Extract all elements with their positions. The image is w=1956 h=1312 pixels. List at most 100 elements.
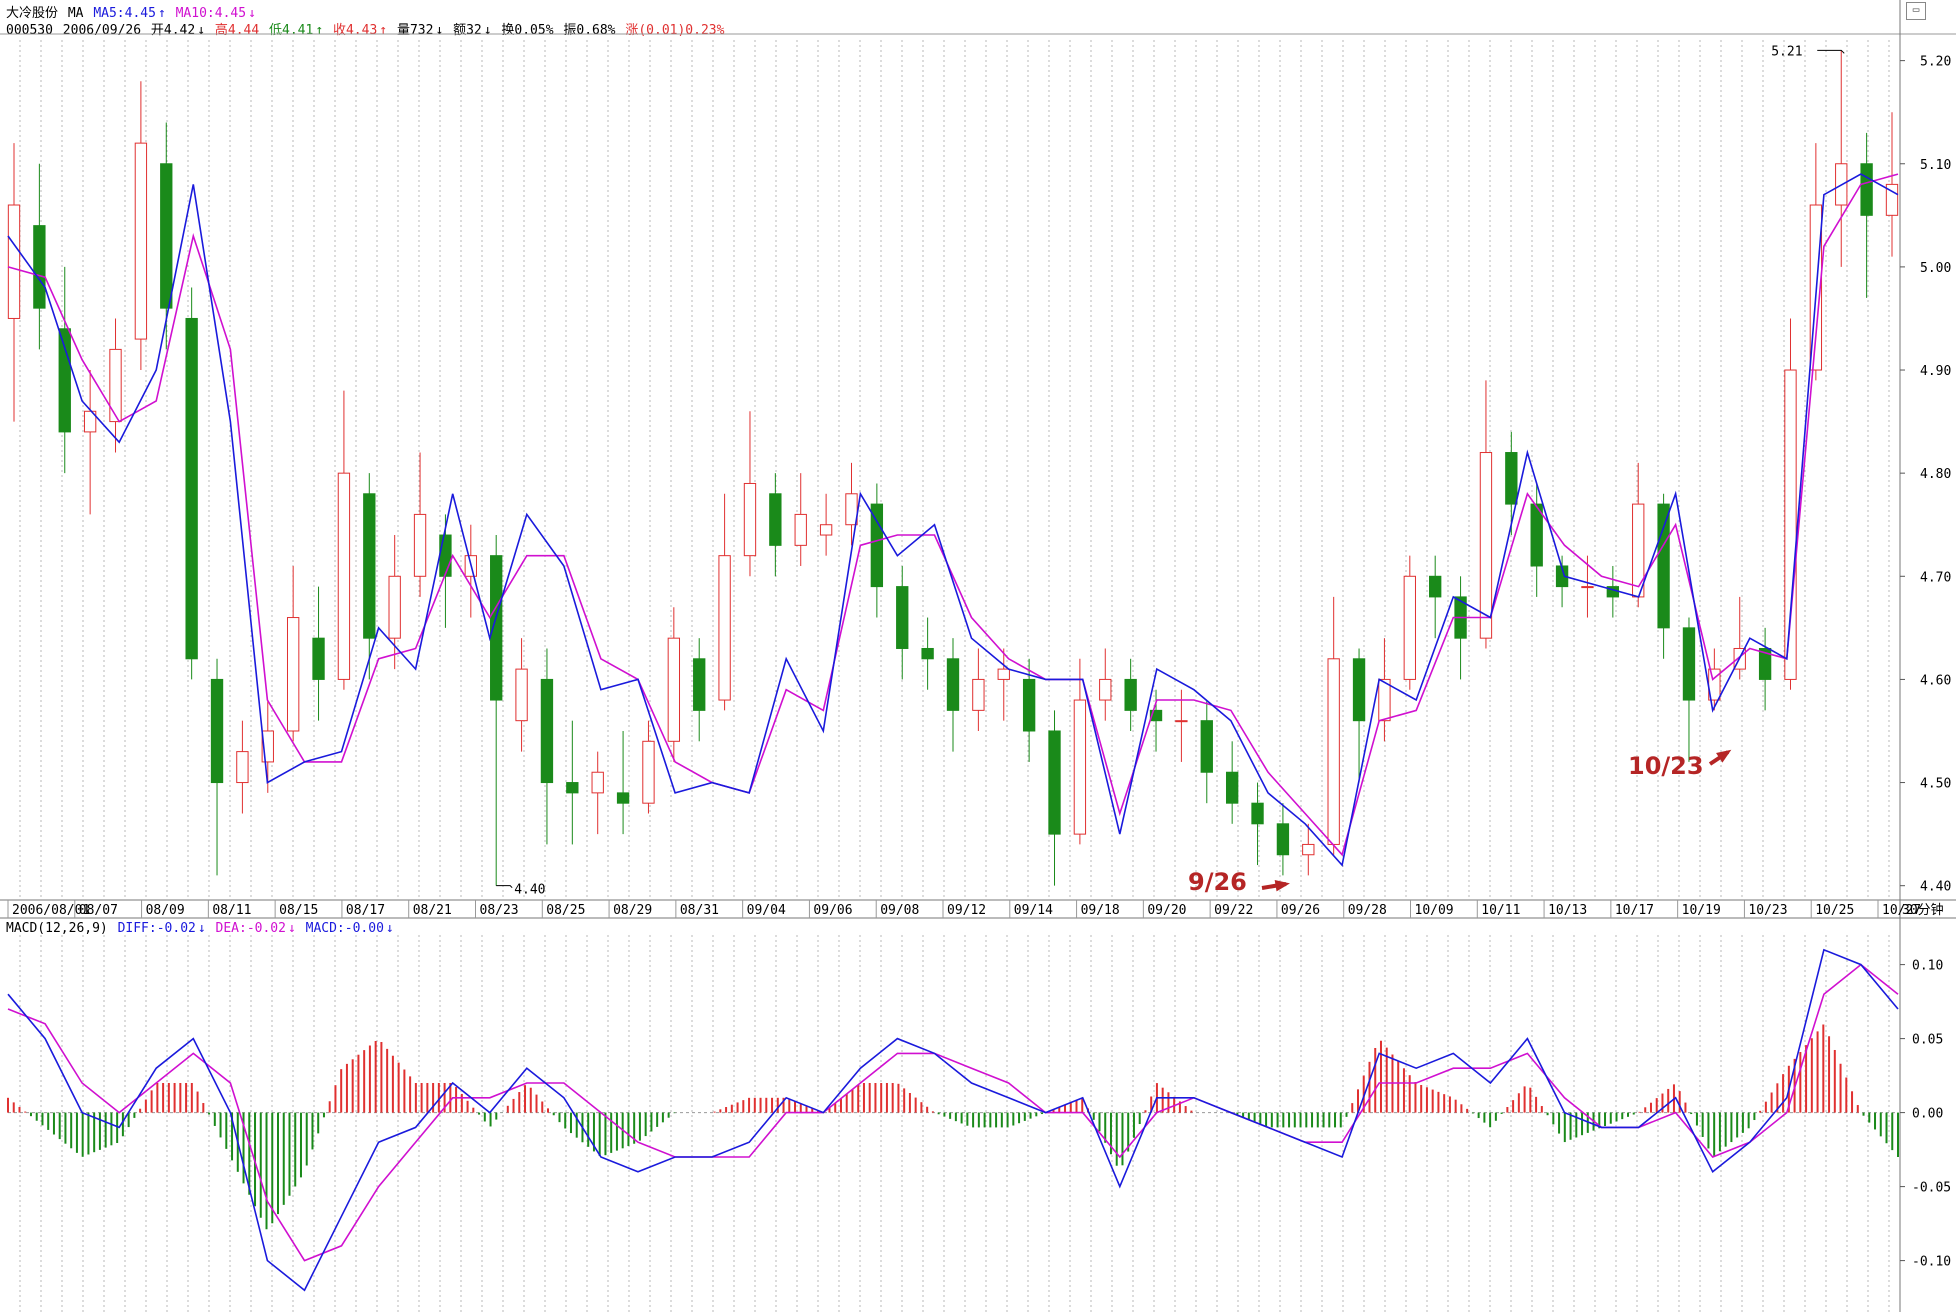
- candle-body: [1124, 678, 1137, 711]
- candle-body: [160, 163, 173, 309]
- price-tick-label: 5.00: [1920, 261, 1951, 276]
- price-tick-label: 4.90: [1920, 364, 1951, 379]
- candle-body: [1860, 163, 1873, 216]
- candle-body: [1352, 658, 1366, 722]
- candle-body: [1885, 183, 1899, 216]
- date-tick-label: 09/12: [947, 903, 986, 918]
- date-tick-label: 09/06: [813, 903, 852, 918]
- candle-body: [1022, 678, 1036, 732]
- macd-tick-label: 0.05: [1912, 1033, 1943, 1048]
- candle-body: [616, 792, 630, 804]
- annotation-layer: 4.40 5.21: [496, 44, 1845, 898]
- candle-body: [312, 637, 325, 680]
- date-tick-label: 09/20: [1147, 903, 1186, 918]
- candle-body: [1378, 678, 1391, 722]
- annotation-date-label: 10/23: [1628, 752, 1704, 780]
- ma10-line: [7, 173, 1899, 857]
- date-tick-label: 10/27: [1882, 903, 1921, 918]
- price-tick-label: 5.20: [1920, 55, 1951, 70]
- down-arrow-icon: ↓: [385, 921, 394, 936]
- date-tick-label: 10/17: [1615, 903, 1654, 918]
- up-arrow-icon: ↑: [379, 23, 388, 38]
- down-arrow-icon: ↓: [435, 23, 444, 38]
- price-tick-label: 4.70: [1920, 570, 1951, 585]
- candle-body: [236, 751, 249, 784]
- candle-body: [83, 410, 97, 433]
- ma10-value: MA10:4.45: [175, 6, 247, 21]
- date-tick-label: 09/22: [1214, 903, 1253, 918]
- candle-body: [693, 658, 706, 711]
- period-label: 30分钟: [1902, 902, 1944, 918]
- annotation-arrow-head: [1274, 880, 1290, 892]
- date-tick-label: 08/07: [79, 903, 118, 918]
- macd-series: [7, 948, 1899, 1292]
- candle-body: [439, 534, 452, 577]
- candle-body: [946, 658, 960, 711]
- macd-tick-label: -0.05: [1912, 1181, 1951, 1196]
- date-tick-label: 08/31: [680, 903, 719, 918]
- moving-average-series: [7, 173, 1899, 867]
- candle-body: [566, 782, 579, 794]
- low-marker-label: 4.40: [514, 883, 545, 898]
- macd-value: MACD:-0.00: [305, 921, 384, 936]
- ma5-value: MA5:4.45: [93, 6, 156, 21]
- candle-body: [1327, 658, 1340, 845]
- candle-body: [1758, 647, 1772, 680]
- macd-tick-label: -0.10: [1912, 1255, 1951, 1270]
- date-tick-label: 10/09: [1415, 903, 1454, 918]
- date-tick-label: 09/14: [1014, 903, 1053, 918]
- candle-body: [1530, 503, 1543, 567]
- candle-body: [1682, 627, 1696, 701]
- candle-body: [413, 513, 427, 577]
- down-arrow-icon: ↓: [483, 23, 492, 38]
- high-marker-line: [1817, 49, 1845, 54]
- candlestick-series: [7, 50, 1899, 886]
- candle-body: [490, 555, 503, 701]
- candle-body: [1657, 503, 1670, 629]
- candle-body: [921, 647, 934, 660]
- candle-body: [210, 678, 224, 784]
- date-tick-label: 10/23: [1748, 903, 1787, 918]
- candle-body: [1429, 575, 1442, 598]
- macd-tick-label: 0.10: [1912, 959, 1943, 974]
- date-tick-label: 10/11: [1481, 903, 1520, 918]
- candle-body: [743, 482, 757, 557]
- candle-body: [845, 493, 858, 526]
- ma5-arrow-icon: ↑: [157, 6, 166, 21]
- date-tick-label: 09/04: [747, 903, 786, 918]
- chart-toggle-icon[interactable]: ▭: [1906, 2, 1926, 20]
- down-arrow-icon: ↓: [197, 23, 206, 38]
- candle-body: [1149, 709, 1163, 722]
- candle-body: [7, 204, 21, 319]
- date-tick-label: 10/13: [1548, 903, 1587, 918]
- candle-body: [1302, 843, 1315, 856]
- down-arrow-icon: ↓: [287, 921, 296, 936]
- diff-line: [7, 948, 1899, 1292]
- ma5-line: [7, 173, 1899, 867]
- candle-body: [972, 678, 985, 711]
- candle-body: [134, 142, 148, 340]
- candle-body: [591, 771, 604, 794]
- annotation-arrow-head: [1716, 749, 1732, 763]
- date-tick-label: 2006/08/01: [12, 903, 90, 918]
- ma10-arrow-icon: ↓: [248, 6, 256, 21]
- date-tick-label: 10/25: [1815, 903, 1854, 918]
- date-tick-label: 09/26: [1281, 903, 1320, 918]
- date-tick-label: 08/17: [346, 903, 385, 918]
- candle-body: [1175, 720, 1188, 723]
- dea-value: DEA:-0.02: [215, 921, 286, 936]
- candle-body: [1048, 730, 1061, 835]
- axis-layer: 5.20 5.10 5.00 4.90 4.80 4.70 4.60 4.50 4.40 0.10…: [7, 55, 1951, 1270]
- candle-body: [337, 472, 351, 680]
- date-tick-label: 08/09: [146, 903, 185, 918]
- candle-body: [286, 617, 300, 732]
- candle-body: [185, 317, 198, 660]
- candle-body: [1251, 802, 1264, 825]
- price-tick-label: 4.80: [1920, 467, 1951, 482]
- candle-body: [1073, 699, 1087, 835]
- ma-title: MA: [67, 6, 84, 21]
- candle-body: [870, 503, 884, 588]
- candle-body: [997, 668, 1010, 680]
